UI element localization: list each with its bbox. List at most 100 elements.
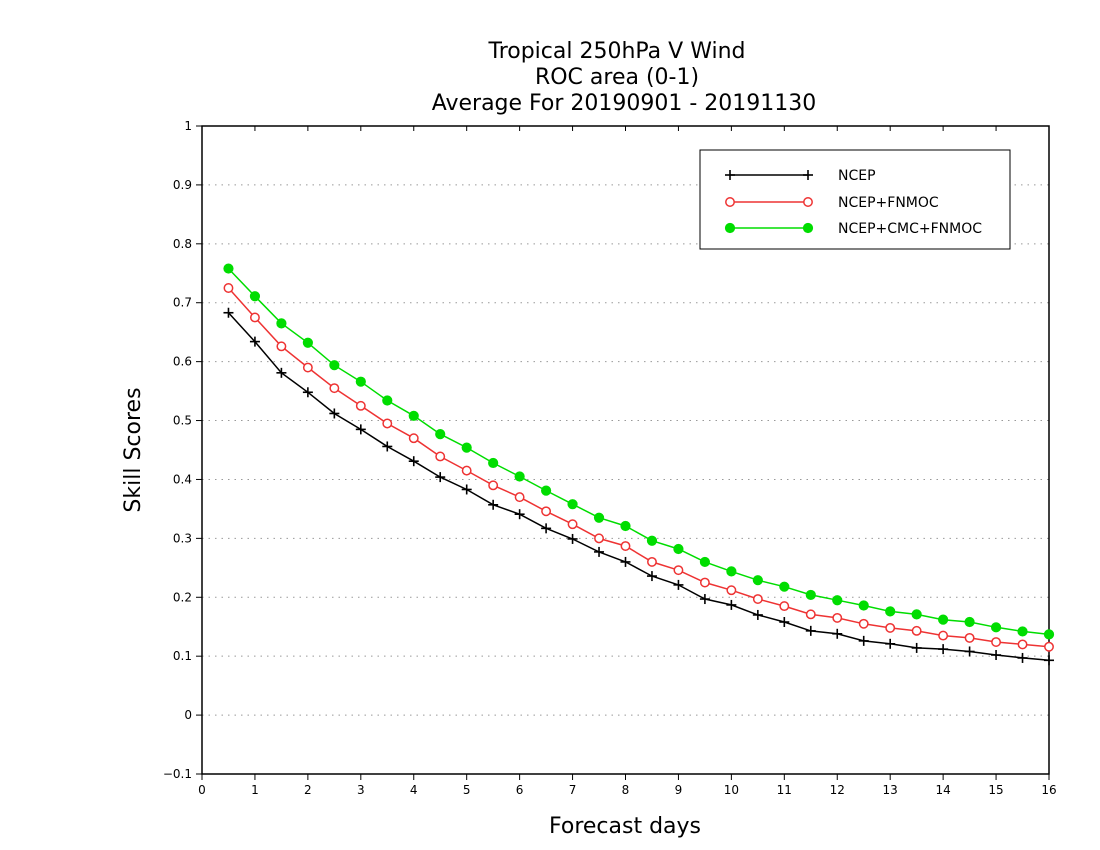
data-point [832,612,843,623]
data-point [540,485,552,496]
data-point [964,632,975,643]
x-tick-label: 1 [251,783,259,797]
legend-entry: NCEP+CMC+FNMOC [724,221,982,237]
data-point [805,609,816,620]
data-point [567,519,578,530]
y-axis-label: Skill Scores [121,387,146,512]
data-point [885,622,896,633]
legend-label: NCEP [838,168,876,184]
data-point [647,556,657,567]
data-point [223,263,234,274]
data-point [593,512,605,523]
data-point [276,318,287,329]
y-tick-label: 0.3 [173,531,192,545]
data-point [329,360,340,371]
data-point [382,395,393,406]
title-line-3: Average For 20190901 - 20191130 [432,91,817,116]
data-point [858,618,869,629]
data-point [673,565,684,576]
x-tick-label: 8 [622,783,630,797]
data-point [567,499,578,510]
series-line [227,312,1050,662]
data-point [803,197,813,207]
data-point [911,609,922,620]
data-point [620,520,631,532]
data-point [302,362,313,373]
x-tick-label: 9 [675,783,683,797]
data-point [724,222,736,234]
data-point [779,601,790,612]
data-point [938,614,949,625]
data-point [779,581,790,592]
data-point [1044,641,1054,652]
data-point [541,506,552,517]
x-tick-label: 2 [304,783,312,797]
legend-box [699,149,1011,250]
data-point [726,566,737,577]
data-point [408,433,419,444]
data-point [911,625,922,636]
data-point [938,630,949,641]
data-point [802,222,814,234]
data-point [435,451,446,462]
data-point [752,594,763,604]
data-point [514,492,525,503]
data-point [646,535,658,546]
data-point [355,400,366,411]
title-line-2: ROC area (0-1) [535,65,699,90]
y-tick-label: 1 [184,119,192,133]
y-tick-label: −0.1 [163,767,192,781]
series-layer [223,263,1055,666]
x-tick-label: 10 [724,783,739,797]
data-point [673,543,684,555]
data-point [725,197,735,207]
data-point [488,457,499,469]
x-tick-label: 12 [830,783,845,797]
data-point [382,418,393,429]
series-ncep-cmc-fnmoc [223,263,1055,640]
data-point [832,595,843,606]
data-point [1017,639,1028,650]
x-tick-label: 14 [935,783,950,797]
data-point [355,376,366,387]
data-point [276,341,287,352]
data-point [435,428,446,440]
data-point [461,442,472,453]
data-point [699,556,711,568]
x-tick-label: 5 [463,783,471,797]
grid-lines [202,184,1049,716]
data-point [726,585,737,596]
data-point [858,600,869,611]
x-tick-label: 6 [516,783,524,797]
data-point [620,541,631,551]
x-tick-label: 4 [410,783,418,797]
data-point [752,575,763,586]
series-ncep-fnmoc [223,283,1054,652]
data-point [699,577,710,588]
data-point [249,291,261,302]
x-tick-label: 11 [777,783,792,797]
data-point [991,637,1002,647]
title-line-1: Tropical 250hPa V Wind [487,39,745,64]
series-line [227,268,1050,636]
data-point [329,383,340,394]
data-point [488,480,499,491]
x-tick-label: 0 [198,783,206,797]
data-point [594,533,604,544]
data-point [964,616,975,628]
y-tick-label: 0.4 [173,472,192,486]
data-point [249,312,260,323]
y-tick-label: 0.5 [173,414,192,428]
data-point [885,606,896,617]
data-point [302,337,313,348]
legend-entry: NCEP [725,168,876,184]
data-point [514,471,525,482]
data-point [223,283,234,293]
x-tick-label: 15 [988,783,1003,797]
x-tick-label: 13 [883,783,898,797]
y-tick-label: 0.8 [173,237,192,251]
y-tick-label: 0.9 [173,178,192,192]
data-point [805,589,816,601]
series-ncep [223,307,1054,666]
